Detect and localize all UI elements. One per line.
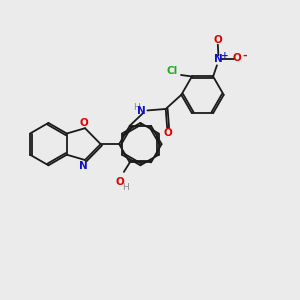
- Text: O: O: [164, 128, 172, 138]
- Text: O: O: [233, 53, 242, 63]
- Text: O: O: [214, 35, 222, 45]
- Text: Cl: Cl: [167, 66, 178, 76]
- Text: N: N: [79, 161, 88, 171]
- Text: H: H: [134, 103, 140, 112]
- Text: H: H: [123, 183, 129, 192]
- Text: -: -: [243, 50, 247, 60]
- Text: O: O: [115, 177, 124, 187]
- Text: N: N: [137, 106, 146, 116]
- Text: N: N: [214, 54, 223, 64]
- Text: +: +: [221, 51, 229, 60]
- Text: O: O: [79, 118, 88, 128]
